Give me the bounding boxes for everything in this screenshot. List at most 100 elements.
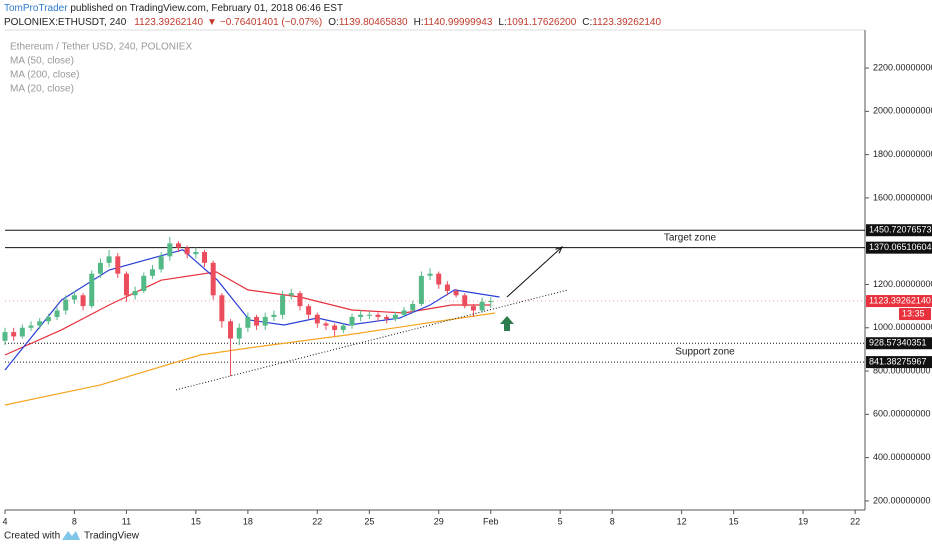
y-tick-label: 600.00000000 <box>873 409 931 419</box>
candle-body <box>80 295 86 307</box>
candle-body <box>288 293 294 296</box>
ohlc-value: 1123.39262140 <box>592 17 661 28</box>
candle-body <box>115 256 121 274</box>
candle-body <box>45 316 51 322</box>
x-tick-label: 18 <box>243 516 253 526</box>
candle-body <box>262 316 268 326</box>
y-tick-label: 800.00000000 <box>873 365 931 375</box>
symbol: POLONIEX:ETHUSDT, 240 <box>4 17 127 28</box>
ohlc-value: 1140.99999943 <box>424 17 493 28</box>
candle-body <box>97 262 103 274</box>
candle-body <box>384 316 390 320</box>
target-zone: Target zone <box>664 233 717 244</box>
level-label: 1370.06510604 <box>869 242 932 252</box>
x-tick-label: Feb <box>483 516 499 526</box>
up-arrow-icon <box>500 316 514 331</box>
footer-brand[interactable]: TradingView <box>84 531 140 542</box>
last-price-tag <box>866 295 932 308</box>
y-tick-label: 2200.00000000 <box>873 62 932 72</box>
footer-created: Created with <box>4 531 60 542</box>
candle-body <box>306 306 312 315</box>
candle-body <box>358 314 364 317</box>
author-line: TomProTrader published on TradingView.co… <box>4 3 343 14</box>
level-label: 928.57340351 <box>869 338 927 348</box>
candle-body <box>470 306 476 311</box>
candle-body <box>340 325 346 330</box>
x-tick-label: 22 <box>312 516 322 526</box>
y-tick-label: 400.00000000 <box>873 452 931 462</box>
candle-body <box>141 275 147 291</box>
candle-body <box>375 314 381 317</box>
candle-body <box>436 273 442 285</box>
level-tag <box>866 241 932 254</box>
candle-body <box>271 314 277 317</box>
change: −0.76401401 (−0.07%) <box>220 17 322 28</box>
candle-body <box>71 295 77 300</box>
x-tick-label: 29 <box>434 516 444 526</box>
candle-body <box>392 314 398 320</box>
last-price-label: 1123.39262140 <box>869 295 931 305</box>
level-tag <box>866 224 932 237</box>
countdown: 13:35 <box>902 308 925 318</box>
arrow-head <box>555 246 563 254</box>
chart-title: Ethereum / Tether USD, 240, POLONIEX <box>10 42 192 53</box>
x-tick-label: 12 <box>677 516 687 526</box>
candle-body <box>202 252 208 263</box>
author[interactable]: TomProTrader <box>4 3 68 14</box>
candle-body <box>323 323 329 326</box>
x-tick-label: 19 <box>798 516 808 526</box>
candle-body <box>123 273 129 296</box>
candle-body <box>175 243 181 248</box>
countdown-tag <box>899 308 931 321</box>
candle-body <box>332 325 338 330</box>
ma-line <box>4 312 496 406</box>
x-tick-label: 15 <box>191 516 201 526</box>
ohlc-key: C: <box>582 17 592 28</box>
y-tick-label: 200.00000000 <box>873 495 931 505</box>
ohlc-header: POLONIEX:ETHUSDT, 240 1123.39262140 ▼ −0.76… <box>4 17 661 28</box>
candle-body <box>366 314 372 316</box>
y-tick-label: 1200.00000000 <box>873 279 932 289</box>
arrow-line <box>506 246 563 298</box>
candle-body <box>314 314 320 324</box>
candle-body <box>488 301 494 303</box>
level-label: 841.38275967 <box>869 356 927 366</box>
candle-body <box>149 269 155 276</box>
candle-body <box>245 316 251 328</box>
support-zone: Support zone <box>675 347 735 358</box>
candle-body <box>228 321 234 339</box>
x-tick-label: 11 <box>122 516 131 526</box>
ohlc-value: 1139.80465830 <box>339 17 408 28</box>
candle-body <box>280 295 286 315</box>
candle-body <box>236 327 242 339</box>
candle-body <box>427 273 433 276</box>
x-tick-label: 4 <box>2 516 7 526</box>
x-tick-label: 8 <box>610 516 615 526</box>
x-tick-label: 25 <box>364 516 374 526</box>
candle-body <box>11 332 17 337</box>
ohlc-value: 1091.17626200 <box>507 17 577 28</box>
candle-body <box>453 290 459 296</box>
x-tick-label: 8 <box>72 516 77 526</box>
legend-entry: MA (20, close) <box>10 84 74 95</box>
x-tick-label: 15 <box>729 516 739 526</box>
candle-body <box>37 321 43 326</box>
down-arrow: ▼ <box>207 17 217 28</box>
price: 1123.39262140 <box>134 17 203 28</box>
legend-entry: MA (50, close) <box>10 56 74 67</box>
candle-body <box>444 284 450 291</box>
ohlc-key: L: <box>498 17 506 28</box>
y-tick-label: 2000.00000000 <box>873 106 932 116</box>
candle-body <box>167 243 173 257</box>
y-tick-label: 1600.00000000 <box>873 192 932 202</box>
ohlc-key: O: <box>328 17 339 28</box>
candle-body <box>462 295 468 307</box>
candle-body <box>89 273 95 307</box>
candle-body <box>19 327 25 337</box>
published: published on TradingView.com, February 0… <box>68 3 344 14</box>
candle-body <box>479 301 485 311</box>
candle-body <box>106 256 112 263</box>
candle-body <box>410 303 416 311</box>
candle-body <box>210 262 216 296</box>
